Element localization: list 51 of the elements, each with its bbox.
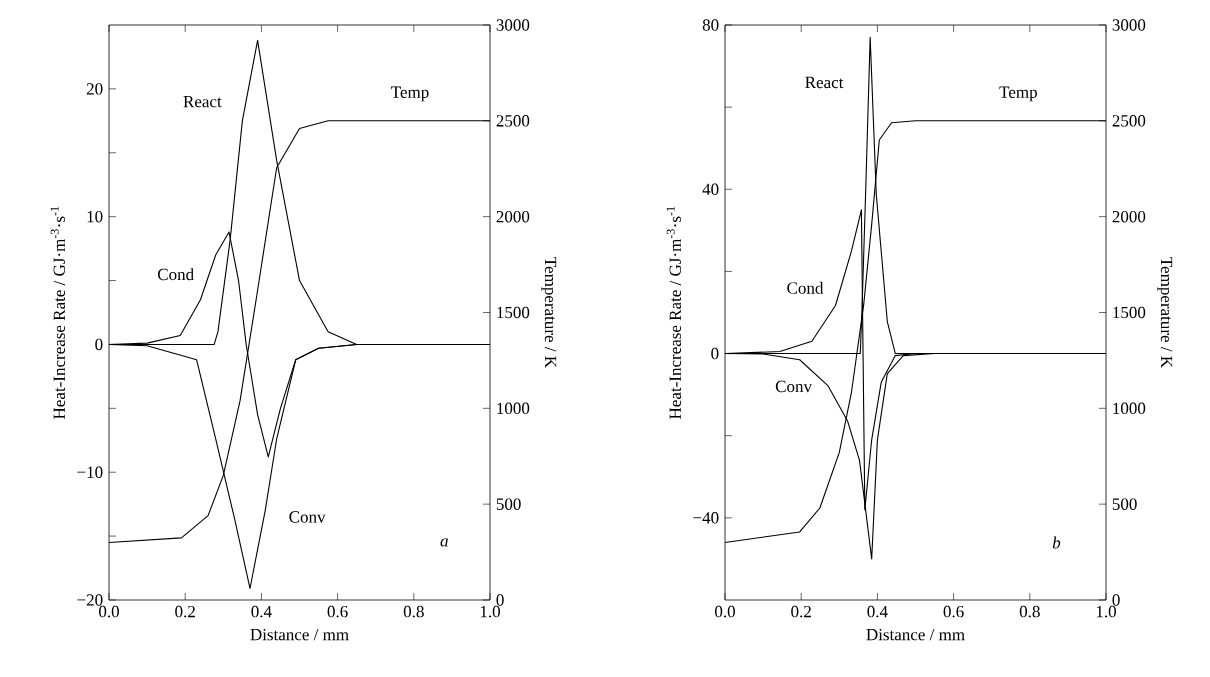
y-tick-label: −40 [693, 512, 719, 524]
x-tick-label: 0.0 [715, 605, 735, 618]
x-tick-label: 0.8 [403, 605, 424, 618]
y2-tick-label: 3000 [1112, 19, 1146, 31]
x-axis-title: Distance / mm [250, 628, 349, 641]
y-axis-title: Heat-Increase Rate / GJ·m$^{-3}$·s$^{-1}$ [666, 206, 682, 419]
y2-tick-label: 0 [496, 594, 504, 606]
x-tick-label: 1.0 [480, 605, 500, 618]
y2-tick-label: 2500 [496, 115, 530, 127]
x-tick-label: 1.0 [1096, 605, 1116, 618]
x-tick-label: 0.8 [1019, 605, 1040, 618]
series-label: Cond [787, 281, 824, 294]
y-tick-label: 40 [702, 183, 719, 196]
y2-tick-label: 1000 [497, 402, 530, 415]
series-label: Conv [775, 380, 812, 393]
y-axis-title: Heat-Increase Rate / GJ·m$^{-3}$·s$^{-1}$ [50, 206, 66, 419]
y-tick-label: −10 [77, 466, 103, 478]
annotation: b [1052, 536, 1061, 549]
y-tick-label: 20 [86, 83, 103, 95]
series-label: React [183, 96, 222, 108]
x-tick-label: 0.6 [327, 605, 348, 618]
y-tick-label: −20 [77, 594, 103, 606]
y2-tick-label: 3000 [496, 19, 530, 31]
series-label: Temp [391, 86, 429, 102]
x-axis-title: Distance / mm [866, 628, 965, 641]
x-tick-label: 0.0 [99, 605, 119, 618]
y2-tick-label: 1000 [1113, 402, 1146, 415]
y2-tick-label: 500 [1112, 498, 1137, 510]
series-label: React [805, 76, 844, 89]
x-tick-label: 0.2 [175, 605, 195, 618]
x-tick-label: 0.4 [251, 605, 272, 618]
y-tick-label: 0 [95, 338, 103, 351]
y-tick-label: 80 [702, 19, 719, 31]
x-tick-label: 0.2 [791, 605, 811, 618]
series-label: Cond [157, 268, 194, 281]
y2-tick-label: 0 [1112, 594, 1120, 606]
x-tick-label: 0.4 [867, 605, 888, 618]
series-label: Conv [289, 511, 326, 523]
annotation: a [440, 538, 448, 547]
series-label: Temp [999, 86, 1037, 102]
y2-tick-label: 500 [496, 498, 521, 510]
y2-tick-label: 1500 [497, 306, 530, 319]
y2-tick-label: 2500 [1112, 115, 1146, 127]
y-tick-label: 0 [711, 347, 719, 360]
y2-tick-label: 2000 [496, 210, 530, 223]
y2-tick-label: 1500 [1113, 306, 1146, 319]
y2-tick-label: 2000 [1112, 210, 1146, 223]
y2-axis-title: Temperature / K [541, 257, 557, 368]
y-tick-label: 10 [87, 210, 103, 223]
y2-axis-title: Temperature / K [1157, 257, 1173, 368]
x-tick-label: 0.6 [943, 605, 964, 618]
